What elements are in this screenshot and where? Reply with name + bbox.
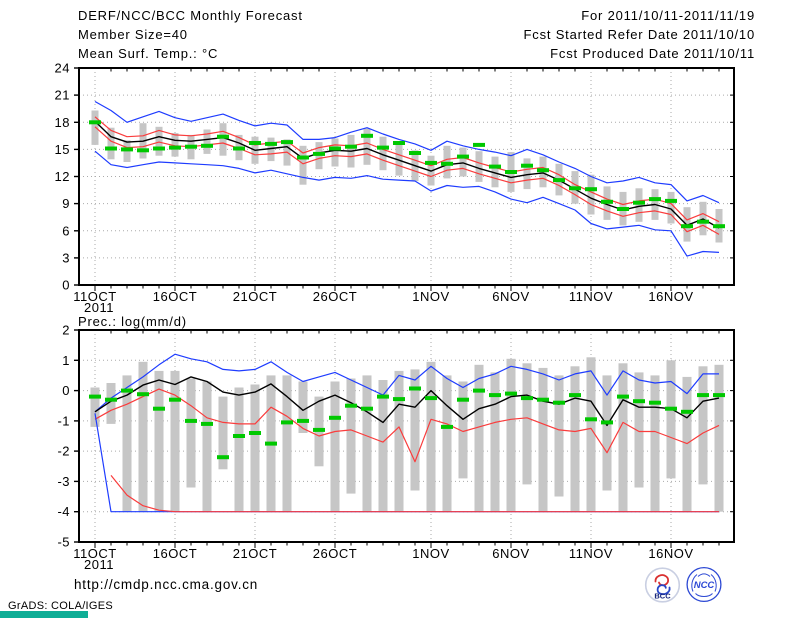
svg-text:-4: -4: [57, 504, 70, 519]
fcst-produced-date-label: Fcst Produced Date 2011/10/11: [550, 46, 755, 61]
svg-text:11OCT: 11OCT: [73, 289, 116, 304]
svg-text:15: 15: [55, 142, 70, 157]
ncc-logo-label: NCC: [694, 580, 715, 591]
svg-text:26OCT: 26OCT: [313, 546, 357, 561]
page-title: DERF/NCC/BCC Monthly Forecast: [78, 8, 303, 23]
svg-text:21OCT: 21OCT: [233, 289, 277, 304]
svg-text:16NOV: 16NOV: [648, 546, 693, 561]
temp-chart-title: Mean Surf. Temp.: °C: [78, 46, 219, 61]
svg-text:11OCT: 11OCT: [73, 546, 116, 561]
temp-chart: 0 3 6 9 12 15 18 21 24 11OCT 16OCT 21OCT 26OCT 1NOV 6N…: [55, 61, 735, 315]
grads-teal-bar: [0, 611, 88, 618]
prec-chart: -5 -4 -3 -2 -1 0 1 2 11OCT 16OCT 21OCT 26OCT 1NOV 6NO…: [57, 323, 735, 572]
svg-text:6: 6: [62, 223, 70, 238]
svg-text:9: 9: [62, 196, 70, 211]
svg-text:1: 1: [62, 353, 70, 368]
svg-text:3: 3: [62, 250, 70, 265]
svg-text:-5: -5: [57, 535, 70, 550]
prec-chart-title: Prec.: log(mm/d): [78, 314, 187, 329]
svg-text:1NOV: 1NOV: [412, 289, 449, 304]
svg-text:0: 0: [62, 278, 70, 293]
svg-text:6NOV: 6NOV: [492, 546, 529, 561]
grads-credit: GrADS: COLA/IGES: [8, 600, 114, 612]
svg-text:-3: -3: [57, 474, 70, 489]
svg-text:18: 18: [55, 115, 70, 130]
svg-text:11NOV: 11NOV: [569, 289, 613, 304]
svg-text:21: 21: [55, 88, 70, 103]
forecast-range-label: For 2011/10/11-2011/11/19: [581, 8, 755, 23]
member-size-label: Member Size=40: [78, 27, 188, 42]
svg-text:2: 2: [62, 323, 70, 338]
bcc-logo-icon: BCC: [644, 566, 681, 603]
svg-text:-1: -1: [57, 413, 70, 428]
ncc-logo-icon: NCC: [686, 566, 722, 603]
svg-text:0: 0: [62, 383, 70, 398]
svg-text:21OCT: 21OCT: [233, 546, 277, 561]
svg-text:11NOV: 11NOV: [569, 546, 613, 561]
svg-text:26OCT: 26OCT: [313, 289, 357, 304]
site-url: http://cmdp.ncc.cma.gov.cn: [74, 577, 259, 592]
bcc-logo-label: BCC: [654, 591, 671, 600]
logos-row: BCC NCC: [644, 566, 723, 603]
svg-text:1NOV: 1NOV: [412, 546, 449, 561]
fcst-start-date-label: Fcst Started Refer Date 2011/10/10: [523, 27, 755, 42]
svg-text:2011: 2011: [84, 300, 114, 315]
svg-text:6NOV: 6NOV: [492, 289, 529, 304]
svg-text:2011: 2011: [84, 557, 114, 572]
svg-text:-2: -2: [57, 444, 70, 459]
svg-text:12: 12: [55, 169, 70, 184]
svg-text:16OCT: 16OCT: [153, 546, 197, 561]
svg-text:16OCT: 16OCT: [153, 289, 197, 304]
svg-text:24: 24: [55, 61, 70, 76]
svg-text:16NOV: 16NOV: [648, 289, 693, 304]
